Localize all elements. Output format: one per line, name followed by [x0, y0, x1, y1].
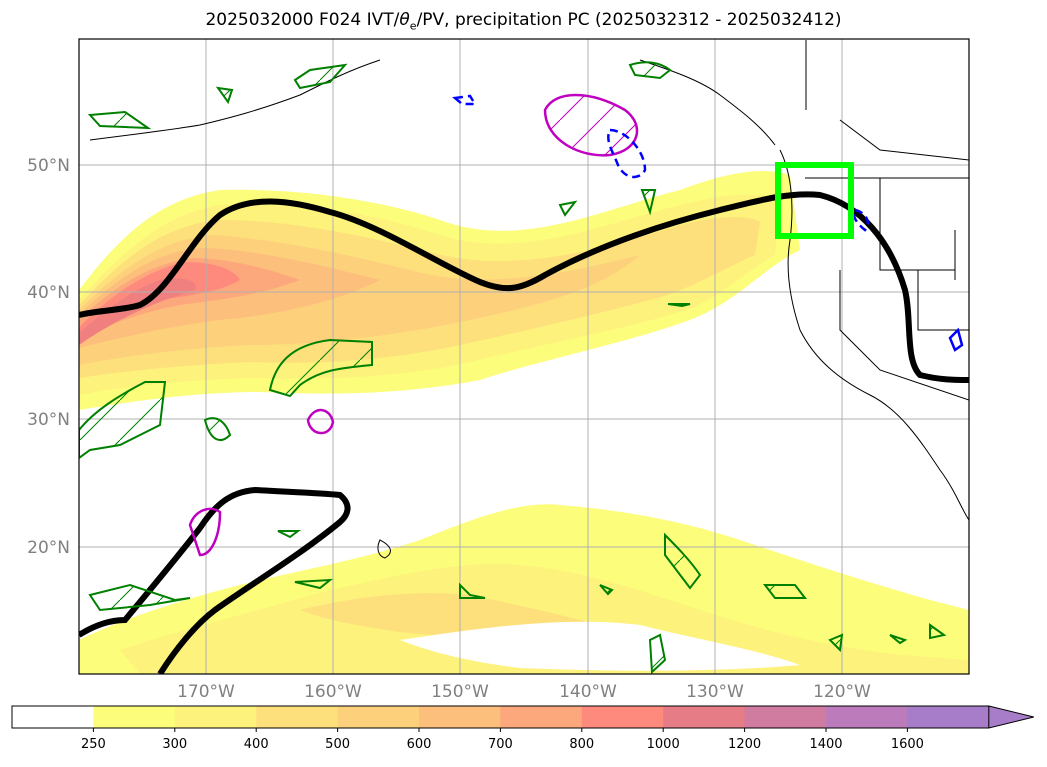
lon-tick-140w: 140°W: [559, 682, 617, 702]
map-frame: [78, 38, 970, 675]
title-suffix: /PV, precipitation PC (2025032312 - 2025…: [416, 10, 842, 30]
colorbar-cell: [663, 706, 746, 728]
title-theta: θ: [399, 10, 410, 30]
title-prefix: 2025032000 F024 IVT/: [205, 10, 400, 30]
colorbar-cell: [581, 706, 664, 728]
colorbar-cell: [907, 706, 990, 728]
lon-tick-170w: 170°W: [177, 682, 235, 702]
colorbar-cell: [826, 706, 908, 728]
lat-tick-20: 20°N: [27, 538, 70, 558]
lon-tick-150w: 150°W: [431, 682, 489, 702]
colorbar-labels: 250 300 400 500 600 700 800 1000 1200 1400 1600: [81, 728, 924, 752]
colorbar-extend-arrow: [988, 705, 1034, 729]
title-subscript: e: [409, 19, 417, 33]
colorbar-tick-label: 300: [162, 737, 187, 752]
colorbar-cell: [744, 706, 827, 728]
colorbar-cells: [11, 705, 1034, 729]
lat-tick-50: 50°N: [27, 156, 70, 176]
colorbar-tick-label: 400: [244, 737, 269, 752]
ivt-shading: [79, 170, 969, 674]
ivt-south-gap: [400, 621, 800, 671]
colorbar-tick-label: 700: [488, 737, 513, 752]
colorbar-cell: [500, 706, 583, 728]
pv-contours: [79, 61, 947, 674]
axis-labels: 50°N 40°N 30°N 20°N 170°W 160°W 150°W 14…: [27, 156, 871, 702]
colorbar-tick-label: 800: [569, 737, 594, 752]
colorbar-tick-label: 1400: [809, 737, 842, 752]
colorbar-cell: [93, 706, 176, 728]
colorbar-cell: [419, 706, 501, 728]
lon-tick-130w: 130°W: [686, 682, 744, 702]
lat-tick-40: 40°N: [27, 283, 70, 303]
lon-tick-120w: 120°W: [813, 682, 871, 702]
theta-e-contour-north: [79, 191, 969, 383]
ivt-band-700: [79, 258, 300, 338]
colorbar-tick-label: 600: [407, 737, 432, 752]
colorbar-cell: [174, 706, 257, 728]
lon-tick-160w: 160°W: [304, 682, 362, 702]
precip-positive-contours: [188, 93, 639, 557]
colorbar-cell: [256, 706, 339, 728]
colorbar-tick-label: 1200: [728, 737, 761, 752]
gridlines: [79, 39, 969, 674]
coastlines: [89, 40, 969, 559]
map-title: 2025032000 F024 IVT/θe/PV, precipitation…: [0, 10, 1047, 32]
colorbar-cell: [12, 706, 94, 728]
colorbar-tick-label: 500: [325, 737, 350, 752]
highlight-box: [775, 162, 854, 239]
colorbar-tick-label: 1000: [647, 737, 680, 752]
colorbar-cell: [337, 706, 420, 728]
precip-negative-solid: [948, 327, 964, 352]
lat-tick-30: 30°N: [27, 410, 70, 430]
colorbar-tick-label: 1600: [891, 737, 924, 752]
ivt-band-1000: [79, 278, 196, 345]
colorbar-tick-label: 250: [81, 737, 106, 752]
